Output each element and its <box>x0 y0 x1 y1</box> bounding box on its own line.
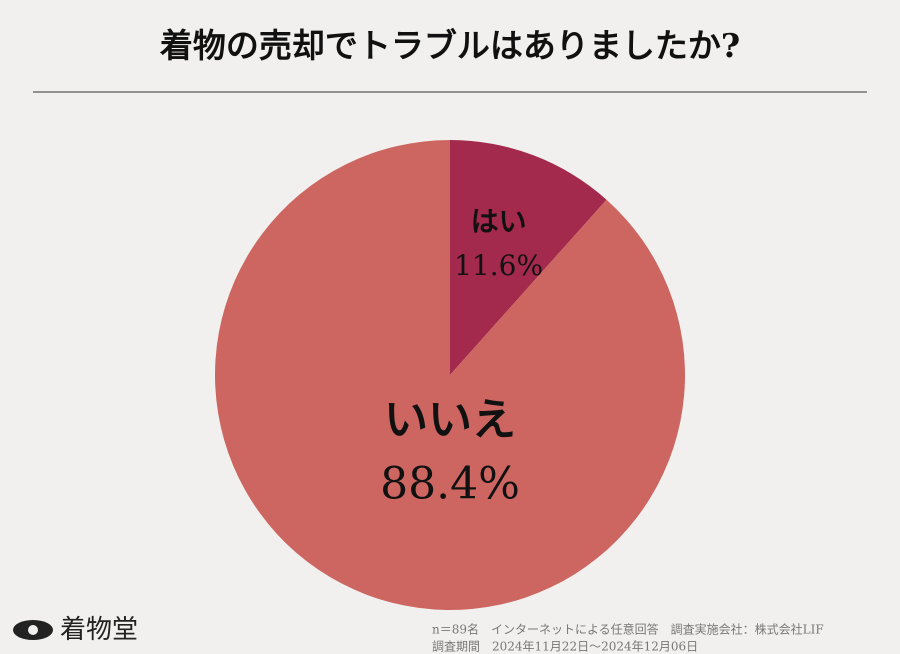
footnote: n＝89名 インターネットによる任意回答 調査実施会社：株式会社LIF <box>432 622 824 637</box>
pie-slice <box>450 140 607 375</box>
slice-label: いいえ <box>384 395 516 446</box>
footnote: 調査期間 2024年11月22日～2024年12月06日 <box>432 640 698 654</box>
slice-label: はい <box>471 205 527 238</box>
logo-icon-flower <box>28 625 38 635</box>
pie-slice <box>214 140 685 610</box>
value-label: 88.4% <box>380 459 520 510</box>
logo: 着物堂 <box>13 615 138 645</box>
chart-title: 着物の売却でトラブルはありましたか? <box>160 26 740 65</box>
brand: 着物堂 <box>60 615 138 645</box>
value-label: 11.6% <box>454 249 543 282</box>
